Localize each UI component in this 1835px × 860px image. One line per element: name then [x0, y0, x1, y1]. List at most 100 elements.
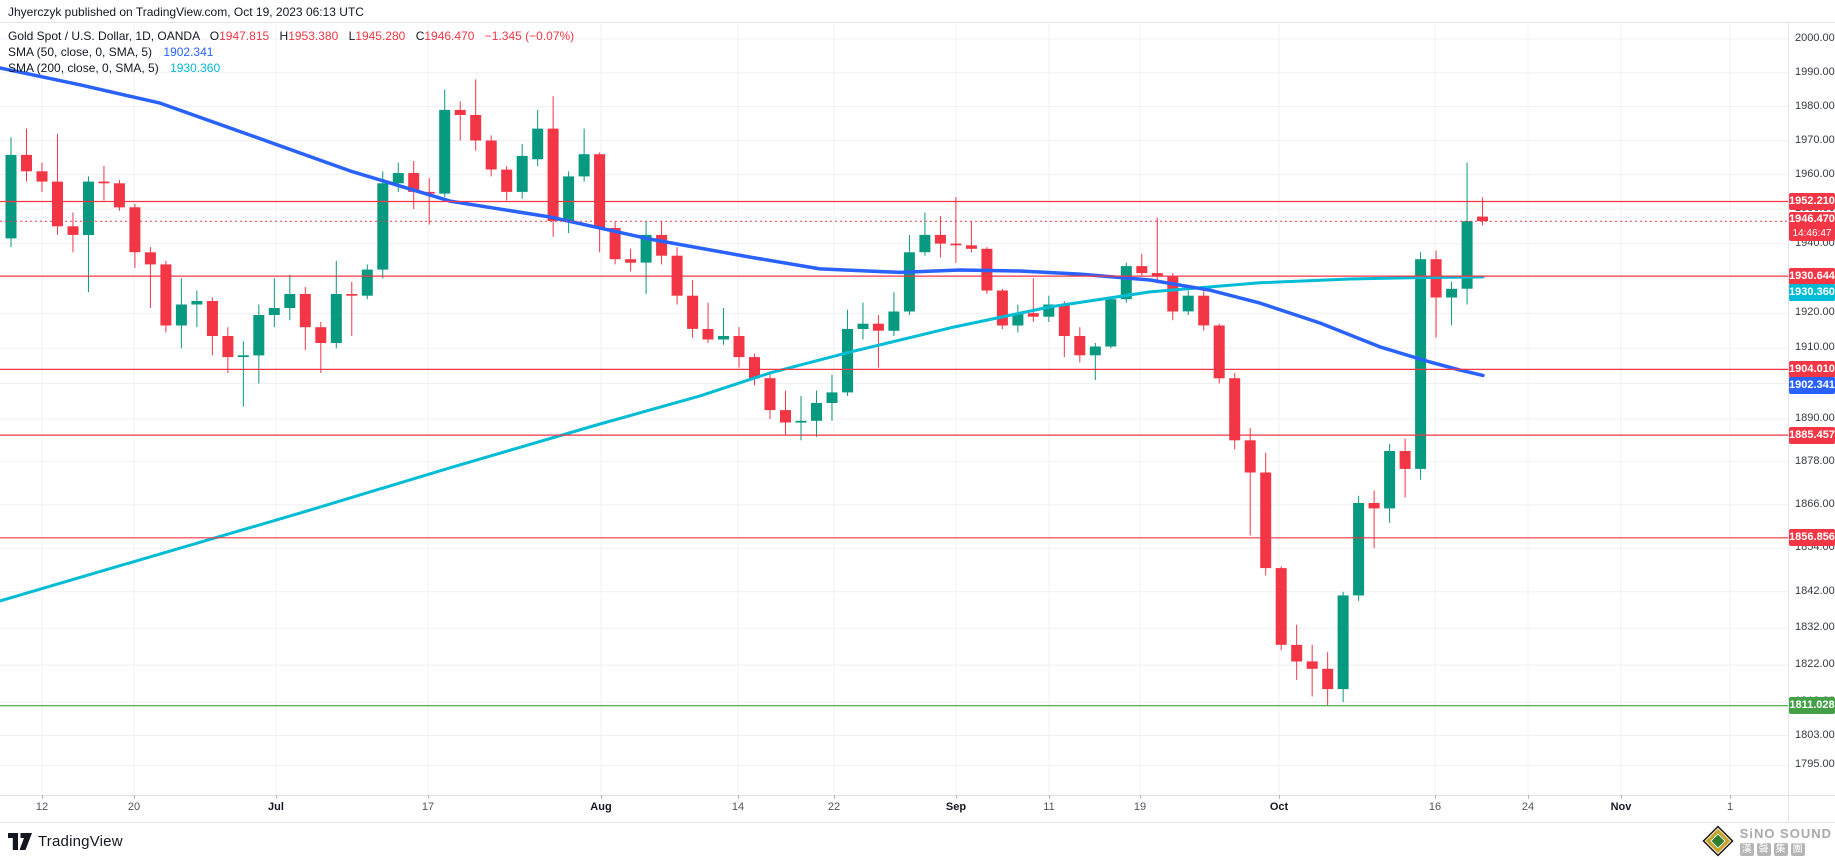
candle[interactable]: [1306, 644, 1318, 697]
candle[interactable]: [764, 371, 776, 419]
candle[interactable]: [1198, 288, 1210, 331]
candle[interactable]: [687, 280, 699, 338]
candle[interactable]: [1260, 452, 1272, 576]
candle[interactable]: [516, 143, 528, 199]
candle[interactable]: [919, 212, 931, 256]
sino-sound-char-tile: 集: [1773, 843, 1788, 856]
candle[interactable]: [284, 274, 296, 321]
candle[interactable]: [83, 176, 94, 293]
candle[interactable]: [1027, 278, 1039, 322]
candle[interactable]: [563, 171, 575, 234]
candle[interactable]: [733, 327, 745, 368]
candle[interactable]: [1105, 297, 1117, 349]
candle[interactable]: [377, 171, 389, 279]
legend-sma200-row[interactable]: SMA (200, close, 0, SMA, 5) 1930.360: [8, 61, 574, 76]
candle[interactable]: [1043, 295, 1055, 322]
candle[interactable]: [1213, 323, 1225, 384]
candle[interactable]: [609, 221, 621, 265]
candle[interactable]: [237, 341, 249, 407]
candle[interactable]: [1012, 304, 1024, 333]
candle[interactable]: [965, 221, 977, 253]
candle[interactable]: [1446, 281, 1458, 326]
price-axis[interactable]: 2000.000 1990.000 1980.000 1970.000 1960.000…: [1789, 22, 1835, 822]
candle[interactable]: [702, 302, 714, 343]
candle[interactable]: [315, 322, 327, 373]
candle[interactable]: [903, 234, 915, 315]
candle[interactable]: [857, 302, 869, 340]
candle[interactable]: [268, 278, 280, 328]
candle[interactable]: [5, 137, 17, 248]
time-axis-label: Sep: [945, 801, 967, 813]
candle[interactable]: [1074, 327, 1086, 363]
candle[interactable]: [811, 390, 822, 437]
candle[interactable]: [191, 290, 203, 328]
candle[interactable]: [1244, 427, 1256, 536]
candle[interactable]: [1291, 624, 1303, 680]
candle[interactable]: [222, 327, 234, 373]
chart-plot-area[interactable]: [0, 22, 1788, 795]
candle[interactable]: [67, 212, 79, 253]
candle[interactable]: [532, 109, 544, 167]
legend-symbol-row[interactable]: Gold Spot / U.S. Dollar, 1D, OANDA O1947…: [8, 29, 574, 44]
candle[interactable]: [160, 260, 172, 333]
time-axis-label: 22: [827, 801, 841, 813]
tradingview-logo-text: TradingView: [38, 833, 123, 850]
candle[interactable]: [470, 79, 482, 151]
candle[interactable]: [113, 179, 125, 211]
candle[interactable]: [98, 166, 110, 201]
low-value: 1945.280: [355, 29, 406, 43]
candle[interactable]: [144, 247, 156, 308]
candle[interactable]: [1337, 591, 1349, 703]
candle[interactable]: [547, 96, 559, 237]
candle[interactable]: [253, 304, 265, 384]
candle[interactable]: [1275, 566, 1287, 651]
candle[interactable]: [1322, 652, 1334, 706]
candle-body: [1275, 568, 1287, 645]
candle[interactable]: [826, 374, 838, 421]
candle[interactable]: [485, 135, 497, 177]
candle[interactable]: [888, 292, 900, 336]
candle[interactable]: [1151, 217, 1163, 284]
candle[interactable]: [795, 395, 807, 441]
candle[interactable]: [1384, 443, 1396, 523]
candle[interactable]: [996, 288, 1008, 329]
candle[interactable]: [1182, 290, 1194, 316]
candle[interactable]: [206, 297, 218, 356]
sma-50-line: [0, 66, 1485, 378]
candle[interactable]: [175, 278, 187, 349]
candle[interactable]: [346, 281, 358, 336]
candle[interactable]: [439, 89, 451, 197]
candle[interactable]: [1399, 438, 1411, 498]
candle[interactable]: [1461, 162, 1473, 305]
candle[interactable]: [1415, 252, 1427, 480]
candle[interactable]: [578, 128, 590, 182]
candle[interactable]: [21, 128, 32, 182]
candle[interactable]: [501, 166, 513, 201]
candle[interactable]: [1167, 273, 1179, 321]
candle[interactable]: [36, 162, 48, 192]
candle[interactable]: [950, 197, 962, 263]
candle[interactable]: [594, 152, 606, 253]
candle[interactable]: [454, 101, 466, 141]
candle[interactable]: [299, 287, 311, 350]
candle[interactable]: [129, 203, 141, 268]
candle[interactable]: [1430, 250, 1442, 338]
time-axis[interactable]: 12 20 Jul 17 Aug 14 22 Sep 11 19 Oct 16 24 Nov 1: [0, 795, 1835, 822]
candle[interactable]: [718, 308, 729, 345]
candle[interactable]: [330, 260, 342, 349]
candle[interactable]: [1229, 372, 1241, 450]
candle[interactable]: [1368, 490, 1380, 549]
candle[interactable]: [361, 264, 373, 300]
candle[interactable]: [1058, 301, 1070, 358]
candle[interactable]: [1089, 343, 1101, 380]
candle[interactable]: [1136, 254, 1148, 277]
candle[interactable]: [1353, 495, 1365, 601]
candle[interactable]: [52, 133, 63, 235]
candle[interactable]: [640, 221, 652, 294]
candle[interactable]: [780, 390, 791, 435]
candle[interactable]: [872, 315, 884, 368]
legend-sma50-row[interactable]: SMA (50, close, 0, SMA, 5) 1902.341: [8, 45, 574, 60]
candle[interactable]: [625, 248, 637, 272]
tradingview-logo[interactable]: TradingView: [8, 833, 123, 850]
candle[interactable]: [934, 216, 946, 258]
